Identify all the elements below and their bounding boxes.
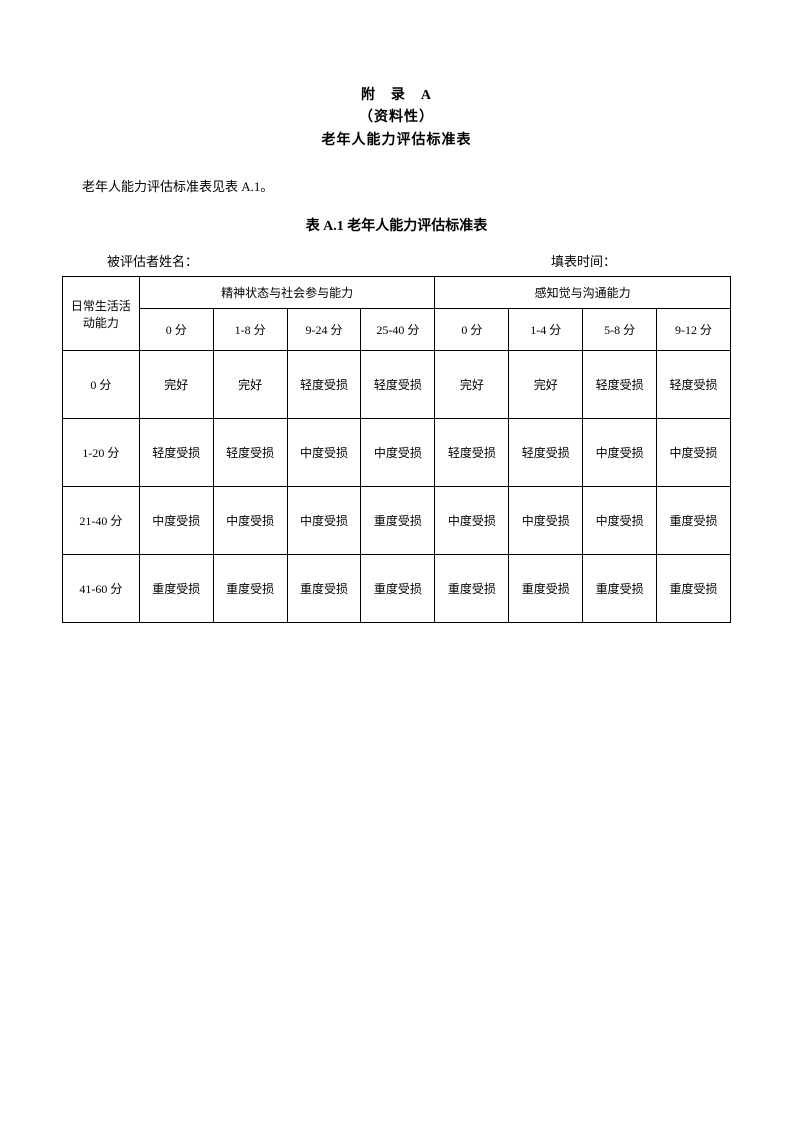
row-label-1: 1-20 分 xyxy=(63,419,140,487)
cell-3-2: 重度受损 xyxy=(287,555,361,623)
cell-3-4: 重度受损 xyxy=(435,555,509,623)
table-subheader-row: 0 分 1-8 分 9-24 分 25-40 分 0 分 1-4 分 5-8 分… xyxy=(63,309,731,351)
subcol-2-0: 0 分 xyxy=(435,309,509,351)
cell-1-5: 轻度受损 xyxy=(509,419,583,487)
row-label-0: 0 分 xyxy=(63,351,140,419)
fill-time-label: 填表时间： xyxy=(551,251,731,270)
subcol-2-2: 5-8 分 xyxy=(583,309,657,351)
cell-0-1: 完好 xyxy=(213,351,287,419)
cell-1-4: 轻度受损 xyxy=(435,419,509,487)
cell-1-0: 轻度受损 xyxy=(139,419,213,487)
intro-text: 老年人能力评估标准表见表 A.1。 xyxy=(62,176,731,195)
header-line-1: 附 录 A xyxy=(62,85,731,107)
cell-2-0: 中度受损 xyxy=(139,487,213,555)
cell-2-1: 中度受损 xyxy=(213,487,287,555)
cell-1-3: 中度受损 xyxy=(361,419,435,487)
subcol-1-1: 1-8 分 xyxy=(213,309,287,351)
table-row: 1-20 分 轻度受损 轻度受损 中度受损 中度受损 轻度受损 轻度受损 中度受… xyxy=(63,419,731,487)
cell-0-6: 轻度受损 xyxy=(583,351,657,419)
subcol-1-0: 0 分 xyxy=(139,309,213,351)
cell-2-6: 中度受损 xyxy=(583,487,657,555)
cell-3-5: 重度受损 xyxy=(509,555,583,623)
header-line-2: （资料性） xyxy=(62,107,731,129)
table-caption: 表 A.1 老年人能力评估标准表 xyxy=(62,215,731,235)
subcol-1-3: 25-40 分 xyxy=(361,309,435,351)
subcol-1-2: 9-24 分 xyxy=(287,309,361,351)
table-row: 0 分 完好 完好 轻度受损 轻度受损 完好 完好 轻度受损 轻度受损 xyxy=(63,351,731,419)
cell-0-5: 完好 xyxy=(509,351,583,419)
cell-1-2: 中度受损 xyxy=(287,419,361,487)
row-label-3: 41-60 分 xyxy=(63,555,140,623)
assessee-name-label: 被评估者姓名： xyxy=(107,251,551,270)
header-line-3: 老年人能力评估标准表 xyxy=(62,130,731,152)
col-group-1: 精神状态与社会参与能力 xyxy=(139,277,435,309)
cell-0-0: 完好 xyxy=(139,351,213,419)
cell-1-7: 中度受损 xyxy=(657,419,731,487)
cell-3-3: 重度受损 xyxy=(361,555,435,623)
cell-2-5: 中度受损 xyxy=(509,487,583,555)
subcol-2-3: 9-12 分 xyxy=(657,309,731,351)
cell-0-4: 完好 xyxy=(435,351,509,419)
table-row: 41-60 分 重度受损 重度受损 重度受损 重度受损 重度受损 重度受损 重度… xyxy=(63,555,731,623)
cell-0-3: 轻度受损 xyxy=(361,351,435,419)
cell-1-6: 中度受损 xyxy=(583,419,657,487)
table-header-row: 日常生活活动能力 精神状态与社会参与能力 感知觉与沟通能力 xyxy=(63,277,731,309)
cell-0-7: 轻度受损 xyxy=(657,351,731,419)
appendix-header: 附 录 A （资料性） 老年人能力评估标准表 xyxy=(62,85,731,152)
form-header: 被评估者姓名： 填表时间： xyxy=(62,251,731,270)
cell-2-7: 重度受损 xyxy=(657,487,731,555)
subcol-2-1: 1-4 分 xyxy=(509,309,583,351)
cell-2-3: 重度受损 xyxy=(361,487,435,555)
assessment-table: 日常生活活动能力 精神状态与社会参与能力 感知觉与沟通能力 0 分 1-8 分 … xyxy=(62,276,731,623)
cell-2-4: 中度受损 xyxy=(435,487,509,555)
cell-3-0: 重度受损 xyxy=(139,555,213,623)
row-label-2: 21-40 分 xyxy=(63,487,140,555)
cell-3-7: 重度受损 xyxy=(657,555,731,623)
cell-1-1: 轻度受损 xyxy=(213,419,287,487)
cell-2-2: 中度受损 xyxy=(287,487,361,555)
cell-3-6: 重度受损 xyxy=(583,555,657,623)
cell-0-2: 轻度受损 xyxy=(287,351,361,419)
row-header-group: 日常生活活动能力 xyxy=(63,277,140,351)
cell-3-1: 重度受损 xyxy=(213,555,287,623)
col-group-2: 感知觉与沟通能力 xyxy=(435,277,731,309)
table-row: 21-40 分 中度受损 中度受损 中度受损 重度受损 中度受损 中度受损 中度… xyxy=(63,487,731,555)
